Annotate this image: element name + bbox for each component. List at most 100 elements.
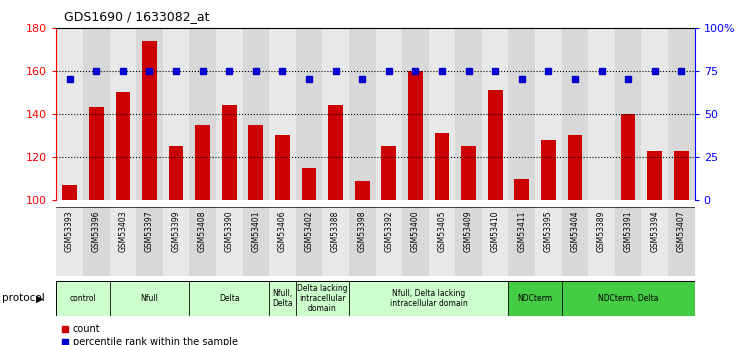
Bar <box>408 71 423 200</box>
Text: GSM53392: GSM53392 <box>385 210 394 252</box>
Bar <box>429 207 455 276</box>
Text: GDS1690 / 1633082_at: GDS1690 / 1633082_at <box>64 10 210 23</box>
Text: GSM53394: GSM53394 <box>650 210 659 252</box>
Bar <box>535 207 562 276</box>
Bar <box>508 207 535 276</box>
Bar <box>269 28 296 200</box>
Bar <box>641 28 668 200</box>
Bar <box>189 207 216 276</box>
Bar <box>455 207 482 276</box>
Bar <box>249 125 263 200</box>
Bar <box>615 207 641 276</box>
Bar <box>641 207 668 276</box>
Bar <box>136 28 163 200</box>
Bar <box>562 281 695 316</box>
Bar <box>435 133 449 200</box>
Bar <box>269 281 296 316</box>
Text: GSM53395: GSM53395 <box>544 210 553 252</box>
Text: GSM53388: GSM53388 <box>331 210 340 252</box>
Bar <box>402 28 429 200</box>
Text: GSM53400: GSM53400 <box>411 210 420 252</box>
Bar <box>562 28 588 200</box>
Bar <box>349 207 376 276</box>
Bar <box>116 92 130 200</box>
Bar <box>322 207 349 276</box>
Bar <box>508 28 535 200</box>
Bar <box>56 281 110 316</box>
Text: GSM53397: GSM53397 <box>145 210 154 252</box>
Text: GSM53411: GSM53411 <box>517 210 526 252</box>
Text: GSM53389: GSM53389 <box>597 210 606 252</box>
Bar <box>376 28 402 200</box>
Bar <box>296 281 349 316</box>
Text: Delta lacking
intracellular
domain: Delta lacking intracellular domain <box>297 284 348 313</box>
Bar <box>328 105 343 200</box>
Bar <box>89 107 104 200</box>
Bar <box>216 28 243 200</box>
Text: GSM53410: GSM53410 <box>490 210 499 252</box>
Bar <box>568 136 582 200</box>
Bar <box>83 28 110 200</box>
Text: GSM53409: GSM53409 <box>464 210 473 252</box>
Bar <box>482 28 508 200</box>
Text: GSM53398: GSM53398 <box>357 210 366 252</box>
Text: protocol: protocol <box>2 294 44 303</box>
Text: GSM53406: GSM53406 <box>278 210 287 252</box>
Text: Nfull, Delta lacking
intracellular domain: Nfull, Delta lacking intracellular domai… <box>390 289 468 308</box>
Text: ▶: ▶ <box>36 294 44 303</box>
Text: GSM53393: GSM53393 <box>65 210 74 252</box>
Bar <box>269 207 296 276</box>
Bar <box>674 150 689 200</box>
Bar <box>56 207 83 276</box>
Text: GSM53391: GSM53391 <box>623 210 632 252</box>
Text: GSM53404: GSM53404 <box>571 210 580 252</box>
Bar <box>349 281 508 316</box>
Bar <box>562 207 588 276</box>
Text: GSM53390: GSM53390 <box>225 210 234 252</box>
Bar <box>455 28 482 200</box>
Bar <box>56 28 83 200</box>
Text: NDCterm: NDCterm <box>517 294 553 303</box>
Bar <box>169 146 183 200</box>
Text: NDCterm, Delta: NDCterm, Delta <box>598 294 659 303</box>
Bar <box>296 28 322 200</box>
Text: GSM53408: GSM53408 <box>198 210 207 252</box>
Legend: count, percentile rank within the sample: count, percentile rank within the sample <box>61 324 238 345</box>
Bar <box>110 28 136 200</box>
Bar <box>541 140 556 200</box>
Bar <box>222 105 237 200</box>
Bar <box>62 185 77 200</box>
Text: GSM53399: GSM53399 <box>171 210 180 252</box>
Bar <box>402 207 429 276</box>
Bar <box>588 28 615 200</box>
Bar <box>110 207 136 276</box>
Bar <box>488 90 502 200</box>
Text: GSM53407: GSM53407 <box>677 210 686 252</box>
Bar <box>243 28 269 200</box>
Bar <box>382 146 396 200</box>
Bar <box>482 207 508 276</box>
Bar <box>216 207 243 276</box>
Bar <box>83 207 110 276</box>
Text: Nfull: Nfull <box>140 294 158 303</box>
Bar <box>189 281 269 316</box>
Bar <box>195 125 210 200</box>
Bar <box>243 207 269 276</box>
Bar <box>302 168 316 200</box>
Bar <box>163 207 189 276</box>
Bar <box>668 28 695 200</box>
Bar <box>668 207 695 276</box>
Bar <box>136 207 163 276</box>
Bar <box>508 281 562 316</box>
Bar <box>163 28 189 200</box>
Bar <box>429 28 455 200</box>
Bar <box>621 114 635 200</box>
Bar <box>355 181 369 200</box>
Text: GSM53402: GSM53402 <box>304 210 313 252</box>
Bar <box>647 150 662 200</box>
Text: GSM53405: GSM53405 <box>438 210 447 252</box>
Text: GSM53396: GSM53396 <box>92 210 101 252</box>
Bar <box>514 179 529 200</box>
Bar <box>110 281 189 316</box>
Bar <box>349 28 376 200</box>
